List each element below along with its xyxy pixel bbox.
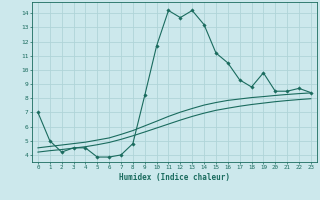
X-axis label: Humidex (Indice chaleur): Humidex (Indice chaleur)	[119, 173, 230, 182]
